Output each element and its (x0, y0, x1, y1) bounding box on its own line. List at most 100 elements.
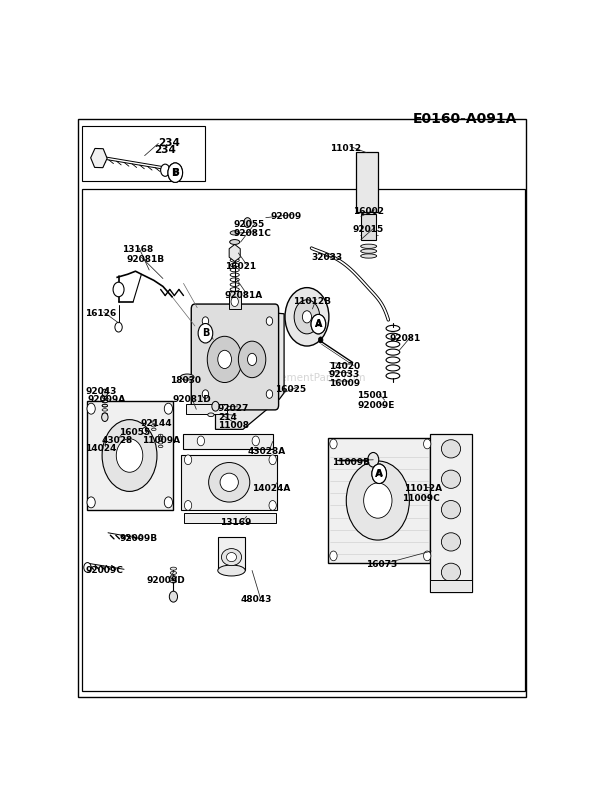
Text: 13169: 13169 (220, 518, 251, 527)
Text: B: B (202, 329, 209, 338)
Ellipse shape (346, 461, 409, 540)
FancyBboxPatch shape (431, 580, 471, 592)
FancyBboxPatch shape (82, 126, 205, 181)
Circle shape (294, 299, 320, 334)
Circle shape (311, 314, 326, 334)
Circle shape (164, 403, 172, 414)
FancyBboxPatch shape (78, 119, 526, 697)
Text: 16055: 16055 (119, 428, 150, 437)
Ellipse shape (209, 462, 250, 502)
Text: 92081C: 92081C (234, 229, 271, 238)
FancyBboxPatch shape (327, 438, 431, 563)
Text: 16073: 16073 (366, 560, 398, 569)
Ellipse shape (171, 576, 176, 579)
Circle shape (218, 350, 231, 369)
Ellipse shape (360, 249, 376, 254)
Circle shape (319, 337, 323, 343)
Text: 92081D: 92081D (172, 395, 211, 404)
Circle shape (212, 401, 219, 411)
Circle shape (198, 324, 213, 343)
Text: 13168: 13168 (122, 246, 153, 254)
Circle shape (424, 551, 431, 561)
Text: 92081A: 92081A (225, 291, 263, 300)
Circle shape (372, 464, 386, 483)
Circle shape (168, 163, 182, 182)
Circle shape (330, 551, 337, 561)
Text: 11009C: 11009C (402, 495, 440, 503)
Circle shape (168, 163, 182, 182)
Ellipse shape (221, 548, 241, 566)
Text: 48043: 48043 (241, 595, 272, 604)
Circle shape (142, 427, 147, 434)
Text: B: B (172, 168, 179, 177)
Text: A: A (376, 469, 383, 478)
FancyBboxPatch shape (181, 455, 277, 510)
Circle shape (115, 322, 122, 332)
Circle shape (185, 501, 192, 510)
Circle shape (102, 389, 107, 397)
Circle shape (87, 403, 95, 414)
Text: 11012: 11012 (330, 144, 361, 152)
Text: 92009: 92009 (270, 212, 301, 221)
Circle shape (244, 218, 251, 228)
Ellipse shape (181, 374, 194, 380)
Ellipse shape (102, 404, 107, 407)
Text: 92043: 92043 (85, 386, 117, 396)
Circle shape (269, 501, 276, 510)
Text: 16009: 16009 (329, 378, 360, 388)
Text: 18030: 18030 (170, 376, 201, 386)
Text: 92009B: 92009B (119, 534, 158, 544)
Circle shape (372, 464, 386, 483)
Text: 92009D: 92009D (147, 576, 186, 585)
Text: 92144: 92144 (140, 419, 172, 428)
Circle shape (202, 317, 209, 325)
Text: 92015: 92015 (353, 224, 384, 234)
Text: 14020: 14020 (329, 362, 360, 371)
FancyBboxPatch shape (229, 291, 241, 309)
Ellipse shape (230, 231, 240, 235)
Text: 92081B: 92081B (126, 254, 165, 264)
Circle shape (169, 591, 178, 602)
Ellipse shape (171, 571, 176, 574)
Circle shape (164, 497, 172, 508)
Ellipse shape (102, 419, 157, 491)
Text: 43028A: 43028A (248, 447, 286, 457)
Text: 92009A: 92009A (87, 395, 126, 404)
Text: 92055: 92055 (234, 220, 265, 229)
Text: 234: 234 (158, 138, 180, 149)
Text: 16021: 16021 (225, 261, 256, 271)
FancyBboxPatch shape (82, 189, 525, 691)
Circle shape (160, 164, 170, 176)
Ellipse shape (102, 396, 107, 399)
Text: 11012A: 11012A (404, 483, 442, 493)
Text: 14024A: 14024A (252, 484, 290, 494)
Circle shape (202, 389, 209, 398)
Text: 92081: 92081 (389, 333, 421, 343)
Ellipse shape (218, 565, 245, 576)
FancyBboxPatch shape (361, 214, 376, 239)
Text: 15001: 15001 (358, 391, 388, 401)
Ellipse shape (102, 400, 107, 403)
Circle shape (285, 288, 329, 346)
Circle shape (101, 413, 108, 421)
Text: B: B (172, 167, 179, 178)
Circle shape (330, 439, 337, 449)
Ellipse shape (171, 580, 176, 583)
Circle shape (266, 389, 273, 398)
Circle shape (207, 337, 242, 382)
Text: 92027: 92027 (218, 404, 249, 413)
Text: 11008: 11008 (218, 421, 249, 431)
Ellipse shape (208, 413, 214, 416)
Text: 14024: 14024 (85, 444, 117, 453)
Text: A: A (315, 320, 322, 329)
FancyBboxPatch shape (186, 404, 227, 414)
FancyBboxPatch shape (431, 435, 471, 592)
Text: A: A (375, 468, 383, 479)
Text: 43028: 43028 (101, 436, 132, 445)
Text: 11009A: 11009A (142, 436, 181, 445)
Ellipse shape (441, 501, 461, 519)
Text: 92009C: 92009C (85, 566, 123, 575)
Circle shape (185, 455, 192, 465)
FancyBboxPatch shape (218, 537, 245, 570)
Text: A: A (314, 319, 322, 329)
